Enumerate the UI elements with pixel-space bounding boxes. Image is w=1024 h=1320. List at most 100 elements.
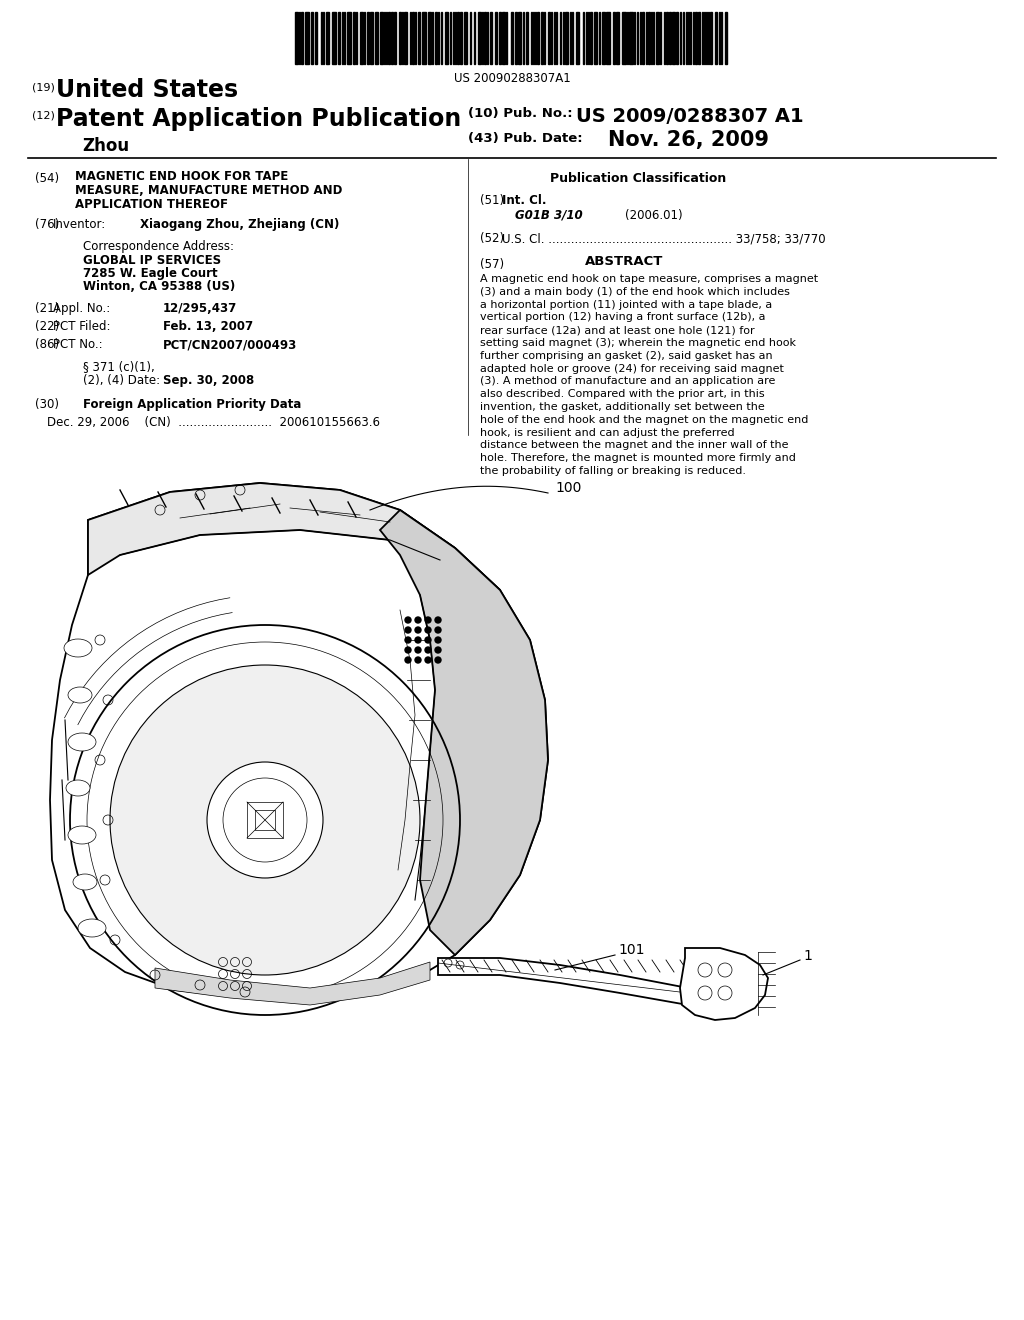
- Bar: [460, 12, 462, 63]
- Text: (54): (54): [35, 172, 59, 185]
- Text: 7285 W. Eagle Court: 7285 W. Eagle Court: [83, 267, 218, 280]
- Bar: [399, 12, 401, 63]
- Bar: [715, 12, 717, 63]
- Bar: [332, 12, 336, 63]
- Bar: [648, 12, 650, 63]
- Circle shape: [415, 638, 421, 643]
- Text: APPLICATION THEREOF: APPLICATION THEREOF: [75, 198, 228, 211]
- Bar: [418, 12, 420, 63]
- Text: further comprising an gasket (2), said gasket has an: further comprising an gasket (2), said g…: [480, 351, 773, 360]
- Circle shape: [425, 657, 431, 663]
- Bar: [315, 12, 317, 63]
- Bar: [613, 12, 615, 63]
- Circle shape: [415, 627, 421, 634]
- Bar: [353, 12, 355, 63]
- Bar: [490, 12, 492, 63]
- Bar: [698, 12, 700, 63]
- Text: A magnetic end hook on tape measure, comprises a magnet: A magnetic end hook on tape measure, com…: [480, 275, 818, 284]
- Text: the probability of falling or breaking is reduced.: the probability of falling or breaking i…: [480, 466, 746, 477]
- Circle shape: [435, 657, 441, 663]
- Bar: [464, 12, 467, 63]
- Bar: [412, 12, 414, 63]
- Circle shape: [207, 762, 323, 878]
- Circle shape: [406, 657, 411, 663]
- Bar: [710, 12, 712, 63]
- Circle shape: [415, 647, 421, 653]
- Ellipse shape: [73, 874, 97, 890]
- Bar: [394, 12, 396, 63]
- Text: G01B 3/10: G01B 3/10: [515, 209, 583, 222]
- Text: Zhou: Zhou: [82, 137, 129, 154]
- Bar: [295, 12, 298, 63]
- Bar: [642, 12, 644, 63]
- Text: also described. Compared with the prior art, in this: also described. Compared with the prior …: [480, 389, 765, 399]
- Text: PCT No.:: PCT No.:: [53, 338, 102, 351]
- Bar: [360, 12, 362, 63]
- Text: Nov. 26, 2009: Nov. 26, 2009: [608, 129, 769, 150]
- Text: (2006.01): (2006.01): [625, 209, 683, 222]
- Bar: [594, 12, 597, 63]
- Text: setting said magnet (3); wherein the magnetic end hook: setting said magnet (3); wherein the mag…: [480, 338, 796, 348]
- Bar: [375, 12, 378, 63]
- Bar: [518, 12, 521, 63]
- Bar: [478, 12, 481, 63]
- Ellipse shape: [68, 733, 96, 751]
- Text: Correspondence Address:: Correspondence Address:: [83, 240, 234, 253]
- Text: distance between the magnet and the inner wall of the: distance between the magnet and the inne…: [480, 441, 788, 450]
- Bar: [495, 12, 497, 63]
- Text: hook, is resilient and can adjust the preferred: hook, is resilient and can adjust the pr…: [480, 428, 734, 438]
- Bar: [672, 12, 675, 63]
- Text: (19): (19): [32, 82, 55, 92]
- Text: § 371 (c)(1),: § 371 (c)(1),: [83, 360, 155, 374]
- Bar: [622, 12, 626, 63]
- Bar: [391, 12, 393, 63]
- Circle shape: [110, 665, 420, 975]
- Text: (86): (86): [35, 338, 59, 351]
- Text: United States: United States: [56, 78, 239, 102]
- Bar: [695, 12, 697, 63]
- Text: (43) Pub. Date:: (43) Pub. Date:: [468, 132, 583, 145]
- Bar: [565, 12, 568, 63]
- Bar: [669, 12, 671, 63]
- Circle shape: [435, 647, 441, 653]
- Text: MAGNETIC END HOOK FOR TAPE: MAGNETIC END HOOK FOR TAPE: [75, 170, 288, 183]
- Bar: [666, 12, 668, 63]
- Polygon shape: [680, 948, 768, 1020]
- Text: (3). A method of manufacture and an application are: (3). A method of manufacture and an appl…: [480, 376, 775, 387]
- Bar: [370, 12, 373, 63]
- Text: (22): (22): [35, 319, 59, 333]
- Text: hole of the end hook and the magnet on the magnetic end: hole of the end hook and the magnet on t…: [480, 414, 808, 425]
- PathPatch shape: [380, 510, 548, 954]
- Circle shape: [435, 638, 441, 643]
- Bar: [311, 12, 313, 63]
- Text: (10) Pub. No.:: (10) Pub. No.:: [468, 107, 572, 120]
- Circle shape: [415, 657, 421, 663]
- Text: Int. Cl.: Int. Cl.: [502, 194, 547, 207]
- Circle shape: [435, 616, 441, 623]
- Circle shape: [435, 627, 441, 634]
- Text: (30): (30): [35, 399, 59, 411]
- Circle shape: [406, 616, 411, 623]
- Bar: [484, 12, 486, 63]
- Bar: [526, 12, 528, 63]
- Text: (76): (76): [35, 218, 59, 231]
- Text: rear surface (12a) and at least one hole (121) for: rear surface (12a) and at least one hole…: [480, 325, 755, 335]
- Text: US 20090288307A1: US 20090288307A1: [454, 73, 570, 84]
- Text: 1: 1: [803, 949, 812, 964]
- Bar: [347, 12, 351, 63]
- Text: Foreign Application Priority Data: Foreign Application Priority Data: [83, 399, 301, 411]
- Text: (3) and a main body (1) of the end hook which includes: (3) and a main body (1) of the end hook …: [480, 286, 790, 297]
- Bar: [445, 12, 449, 63]
- Text: (57): (57): [480, 257, 504, 271]
- Bar: [499, 12, 501, 63]
- Ellipse shape: [68, 686, 92, 704]
- Ellipse shape: [68, 826, 96, 843]
- Bar: [590, 12, 592, 63]
- Circle shape: [223, 777, 307, 862]
- Bar: [502, 12, 505, 63]
- Bar: [541, 12, 543, 63]
- Bar: [305, 12, 309, 63]
- Text: GLOBAL IP SERVICES: GLOBAL IP SERVICES: [83, 253, 221, 267]
- Text: U.S. Cl. ................................................. 33/758; 33/770: U.S. Cl. ...............................…: [502, 232, 825, 246]
- Text: 101: 101: [618, 942, 644, 957]
